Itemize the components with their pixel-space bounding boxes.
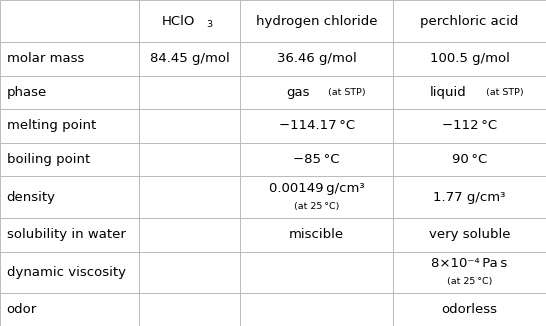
Text: 3: 3 [206,21,212,29]
Text: (at 25 °C): (at 25 °C) [447,276,492,286]
Bar [393,252,546,292]
Bar [139,252,240,292]
Text: 84.45 g/mol: 84.45 g/mol [150,52,230,65]
Bar [393,218,546,252]
Bar [0,42,139,76]
Text: molar mass: molar mass [7,52,84,65]
Bar [240,76,393,109]
Bar [0,176,139,218]
Text: 8×10⁻⁴ Pa s: 8×10⁻⁴ Pa s [431,257,508,270]
Bar [0,0,139,42]
Bar [240,176,393,218]
Text: density: density [7,190,56,203]
Text: HClO: HClO [162,15,195,27]
Text: 90 °C: 90 °C [452,153,487,166]
Text: 0.00149 g/cm³: 0.00149 g/cm³ [269,182,365,195]
Bar [240,252,393,292]
Text: miscible: miscible [289,228,344,241]
Text: liquid: liquid [429,86,466,99]
Bar [393,0,546,42]
Text: gas: gas [286,86,310,99]
Bar [139,176,240,218]
Bar [393,176,546,218]
Bar [393,142,546,176]
Text: odor: odor [7,303,37,316]
Bar [393,109,546,142]
Bar [240,218,393,252]
Bar [240,109,393,142]
Bar [0,292,139,326]
Text: hydrogen chloride: hydrogen chloride [256,15,377,27]
Text: odorless: odorless [442,303,497,316]
Bar [393,42,546,76]
Text: −112 °C: −112 °C [442,119,497,132]
Text: 100.5 g/mol: 100.5 g/mol [430,52,509,65]
Text: very soluble: very soluble [429,228,511,241]
Bar [0,252,139,292]
Text: dynamic viscosity: dynamic viscosity [7,265,126,278]
Bar [139,42,240,76]
Bar [0,109,139,142]
Bar [139,109,240,142]
Bar [139,76,240,109]
Bar [240,42,393,76]
Bar [139,142,240,176]
Text: −114.17 °C: −114.17 °C [278,119,355,132]
Text: (at 25 °C): (at 25 °C) [294,202,340,211]
Text: (at STP): (at STP) [328,88,365,97]
Text: melting point: melting point [7,119,96,132]
Text: −85 °C: −85 °C [293,153,340,166]
Bar [393,76,546,109]
Text: boiling point: boiling point [7,153,90,166]
Bar [240,0,393,42]
Bar [393,292,546,326]
Bar [0,76,139,109]
Bar [240,142,393,176]
Bar [139,0,240,42]
Text: 36.46 g/mol: 36.46 g/mol [277,52,357,65]
Bar [139,218,240,252]
Text: solubility in water: solubility in water [7,228,126,241]
Text: perchloric acid: perchloric acid [420,15,519,27]
Bar [0,142,139,176]
Bar [0,218,139,252]
Text: phase: phase [7,86,47,99]
Text: 1.77 g/cm³: 1.77 g/cm³ [434,190,506,203]
Bar [240,292,393,326]
Bar [139,292,240,326]
Text: (at STP): (at STP) [486,88,524,97]
